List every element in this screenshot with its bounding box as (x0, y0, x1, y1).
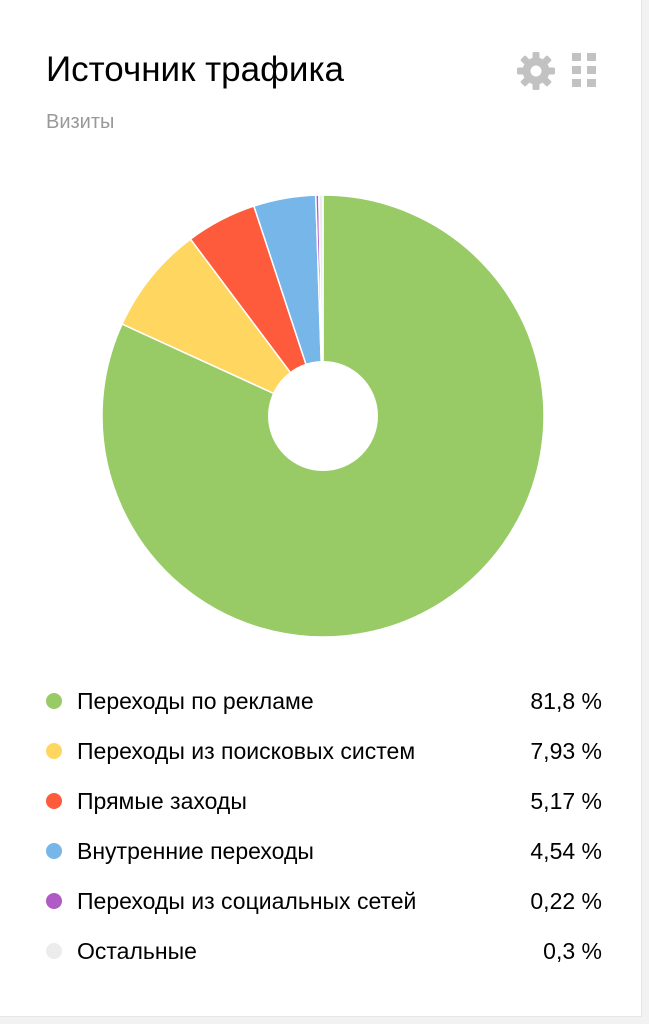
legend-value: 4,54 % (530, 838, 602, 864)
legend-value: 0,3 % (543, 938, 602, 964)
pie-slice[interactable] (318, 194, 324, 417)
legend-item[interactable]: Переходы из поисковых систем 7,93 % (46, 726, 602, 776)
legend-color-dot (46, 793, 62, 809)
legend-value: 7,93 % (530, 738, 602, 764)
drag-handle-icon[interactable] (572, 53, 596, 87)
chart-legend: Переходы по рекламе 81,8 % Переходы из пои… (46, 676, 602, 976)
legend-item[interactable]: Переходы по рекламе 81,8 % (46, 676, 602, 726)
legend-value: 81,8 % (530, 688, 602, 714)
legend-color-dot (46, 893, 62, 909)
legend-label: Остальные (77, 938, 197, 964)
legend-value: 0,22 % (530, 888, 602, 914)
legend-item[interactable]: Внутренние переходы 4,54 % (46, 826, 602, 876)
legend-color-dot (46, 843, 62, 859)
gear-icon[interactable] (515, 50, 557, 92)
legend-color-dot (46, 943, 62, 959)
pie-chart (101, 194, 545, 638)
legend-label: Переходы по рекламе (77, 688, 314, 714)
legend-label: Переходы из поисковых систем (77, 738, 416, 764)
widget-subtitle: Визиты (46, 111, 115, 133)
widget-title: Источник трафика (46, 50, 344, 89)
legend-label: Прямые заходы (77, 788, 247, 814)
legend-label: Переходы из социальных сетей (77, 888, 417, 914)
legend-item[interactable]: Переходы из социальных сетей 0,22 % (46, 876, 602, 926)
pie-slice[interactable] (121, 238, 324, 417)
legend-color-dot (46, 743, 62, 759)
legend-value: 5,17 % (530, 788, 602, 814)
legend-label: Внутренние переходы (77, 838, 314, 864)
legend-color-dot (46, 693, 62, 709)
legend-item[interactable]: Прямые заходы 5,17 % (46, 776, 602, 826)
donut-hole (268, 361, 378, 471)
legend-item[interactable]: Остальные 0,3 % (46, 926, 602, 976)
